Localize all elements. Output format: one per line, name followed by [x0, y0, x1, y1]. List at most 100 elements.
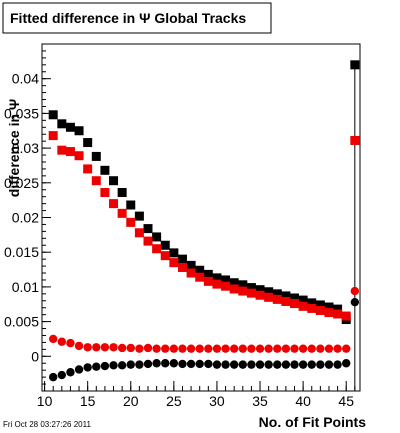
circle-point	[143, 343, 153, 353]
square-point	[341, 311, 351, 321]
circle-point	[161, 344, 170, 353]
circle-point	[126, 343, 135, 353]
square-point	[290, 293, 300, 303]
square-point	[246, 283, 256, 293]
square-point	[298, 295, 308, 305]
square-point	[117, 208, 127, 218]
x-axis: 10 15 20 25 30 35 40 45	[37, 64, 356, 409]
square-point	[307, 298, 317, 308]
square-point	[169, 258, 179, 268]
square-point	[152, 232, 162, 242]
circle-point	[350, 286, 360, 296]
circle-point	[281, 344, 291, 353]
y-axis: 0 0.005 0.01 0.015 0.02 0.025 0.03 0.035 0.04	[4, 43, 51, 392]
circle-point	[178, 344, 187, 353]
circle-point	[333, 360, 342, 369]
square-point	[91, 176, 101, 186]
circle-point	[117, 343, 127, 353]
circle-point	[247, 344, 256, 353]
square-point	[152, 244, 162, 254]
circle-point	[109, 343, 118, 352]
plot-frame	[41, 43, 361, 392]
square-point	[169, 248, 179, 258]
square-point	[350, 60, 360, 70]
y-tick-label: 0.035	[4, 105, 39, 121]
y-tick-label: 0.025	[4, 175, 39, 191]
square-point	[281, 291, 291, 301]
square-point	[83, 138, 93, 148]
circle-point	[66, 338, 75, 348]
square-point	[134, 211, 144, 221]
circle-point	[186, 359, 196, 369]
circle-point	[221, 344, 230, 353]
circle-point	[273, 344, 282, 353]
square-point	[333, 309, 343, 319]
y-axis-label: difference in Ψ	[6, 99, 22, 197]
circle-point	[238, 360, 247, 369]
circle-point	[307, 360, 316, 369]
circle-point	[92, 343, 101, 352]
square-point	[74, 151, 84, 161]
square-point	[221, 281, 231, 291]
square-point	[290, 299, 300, 309]
timestamp: Fri Oct 28 03:27:26 2011	[3, 420, 91, 429]
square-point	[65, 122, 75, 132]
square-point	[272, 289, 282, 299]
square-point	[221, 275, 231, 285]
y-tick-label: 0.015	[4, 244, 39, 260]
circle-point	[135, 344, 144, 353]
circle-point	[83, 343, 92, 352]
square-point	[264, 287, 274, 297]
square-point	[100, 188, 110, 198]
square-point	[57, 145, 67, 155]
circle-point	[57, 337, 67, 346]
y-tick-label: 0.03	[12, 140, 39, 156]
square-point	[315, 300, 325, 310]
circle-point	[100, 343, 110, 352]
circle-point	[152, 359, 161, 368]
square-point	[74, 126, 84, 136]
circle-point	[169, 344, 179, 353]
square-point	[333, 304, 343, 314]
circle-point	[264, 344, 273, 353]
square-point	[160, 240, 170, 250]
circle-point	[255, 344, 265, 353]
circle-point	[57, 370, 67, 380]
circle-point	[298, 344, 308, 353]
square-point	[109, 199, 119, 209]
circle-point	[221, 360, 230, 369]
square-point	[186, 260, 196, 270]
square-point	[255, 285, 265, 295]
square-point	[246, 288, 256, 298]
circle-point	[161, 359, 170, 368]
circle-point	[49, 334, 58, 344]
circle-point	[298, 360, 308, 369]
circle-point	[212, 360, 222, 369]
x-tick-label: 40	[295, 393, 311, 409]
circle-point	[92, 362, 101, 371]
circle-point	[316, 360, 325, 369]
y-tick-label: 0	[31, 348, 39, 364]
square-point	[212, 273, 222, 283]
circle-point	[247, 360, 256, 369]
circle-point	[109, 361, 118, 370]
circle-point	[255, 360, 265, 369]
square-point	[177, 262, 187, 272]
square-point	[315, 305, 325, 315]
square-point	[255, 290, 265, 300]
square-point	[83, 164, 93, 174]
circle-point	[74, 365, 84, 374]
square-point	[264, 292, 274, 302]
square-point	[212, 279, 222, 289]
circle-point	[307, 344, 316, 353]
circle-point	[178, 359, 187, 369]
circle-point	[143, 359, 153, 369]
square-point	[134, 228, 144, 238]
square-point	[65, 147, 75, 157]
square-point	[126, 200, 136, 210]
square-point	[229, 278, 239, 288]
square-point	[324, 308, 334, 318]
square-point	[238, 286, 248, 296]
x-tick-label: 45	[338, 393, 354, 409]
square-point	[143, 236, 153, 246]
